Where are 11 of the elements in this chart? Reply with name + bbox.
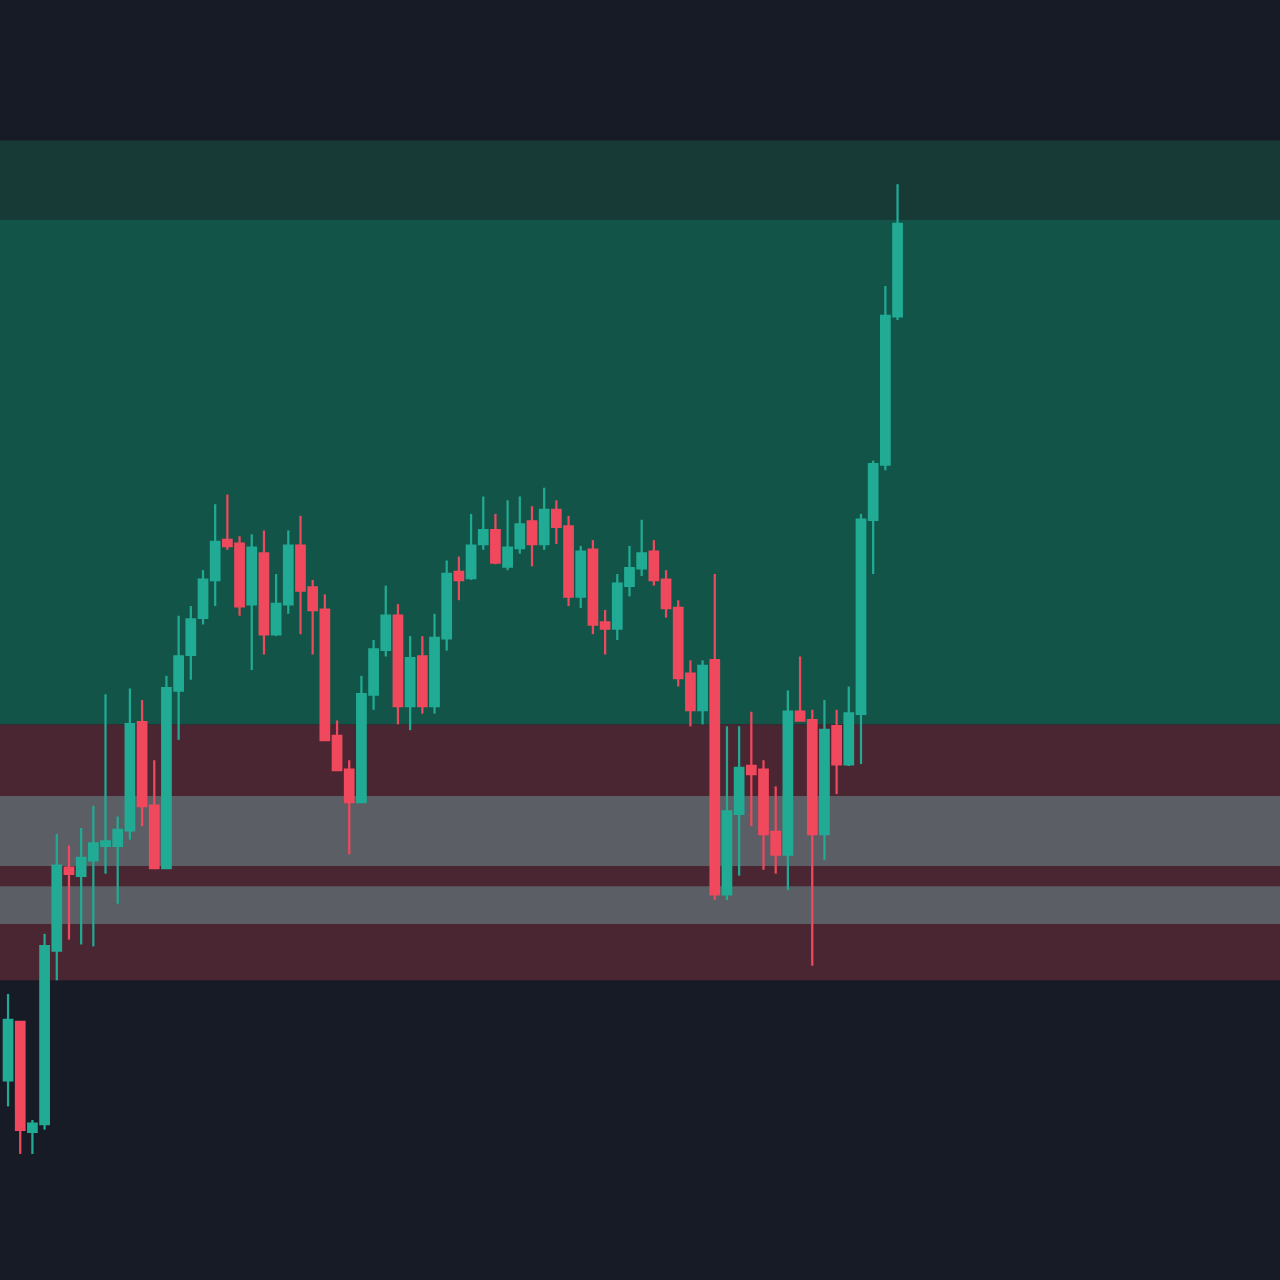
candlestick: [697, 659, 708, 726]
candlestick: [831, 708, 842, 796]
candlestick: [575, 544, 587, 610]
candlestick: [63, 844, 75, 941]
candlestick: [465, 512, 477, 581]
candlestick: [477, 495, 489, 551]
candlestick: [538, 486, 550, 551]
candlestick: [490, 512, 501, 566]
candlestick: [526, 505, 538, 568]
candlestick: [453, 555, 465, 602]
candlestick: [404, 634, 416, 732]
